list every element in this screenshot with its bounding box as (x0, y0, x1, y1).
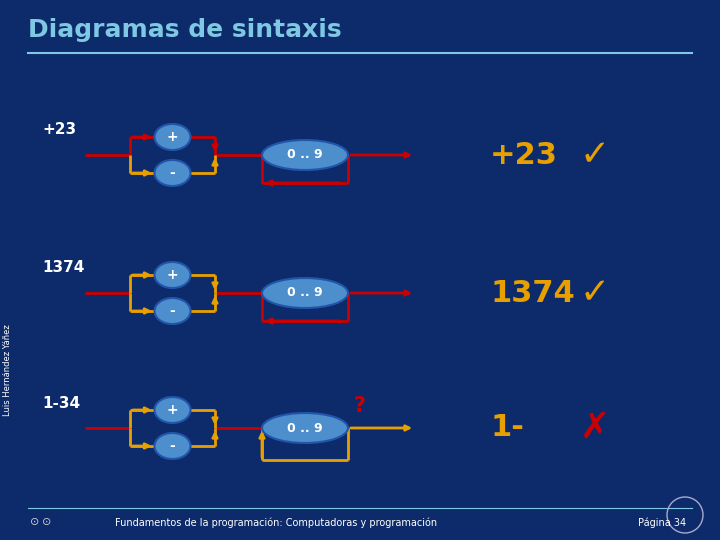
Text: 1374: 1374 (490, 279, 575, 307)
Ellipse shape (262, 413, 348, 443)
Text: -: - (170, 304, 176, 318)
Text: 1-34: 1-34 (42, 395, 80, 410)
Text: Diagramas de sintaxis: Diagramas de sintaxis (28, 18, 341, 42)
Text: ⊙: ⊙ (30, 517, 40, 527)
Text: ✓: ✓ (580, 276, 611, 310)
Ellipse shape (155, 433, 191, 459)
Ellipse shape (155, 262, 191, 288)
Text: -: - (170, 166, 176, 180)
Text: +23: +23 (42, 123, 76, 138)
Text: Luis Hernández Yáñez: Luis Hernández Yáñez (4, 324, 12, 416)
Ellipse shape (155, 124, 191, 150)
Text: +23: +23 (490, 140, 558, 170)
Text: ✗: ✗ (580, 411, 611, 445)
Text: ?: ? (354, 396, 366, 416)
Ellipse shape (155, 160, 191, 186)
Ellipse shape (262, 278, 348, 308)
Ellipse shape (155, 397, 191, 423)
Ellipse shape (155, 298, 191, 324)
Text: Página 34: Página 34 (638, 518, 686, 528)
Ellipse shape (262, 140, 348, 170)
Text: 0 .. 9: 0 .. 9 (287, 422, 323, 435)
Text: 0 .. 9: 0 .. 9 (287, 148, 323, 161)
Text: 0 .. 9: 0 .. 9 (287, 287, 323, 300)
Text: +: + (167, 268, 179, 282)
Text: Fundamentos de la programación: Computadoras y programación: Fundamentos de la programación: Computad… (115, 518, 437, 528)
Text: 1-: 1- (490, 414, 524, 442)
Text: +: + (167, 130, 179, 144)
Text: 1374: 1374 (42, 260, 84, 275)
Text: ✓: ✓ (580, 138, 611, 172)
Text: -: - (170, 439, 176, 453)
Text: ⊙: ⊙ (42, 517, 51, 527)
Text: +: + (167, 403, 179, 417)
